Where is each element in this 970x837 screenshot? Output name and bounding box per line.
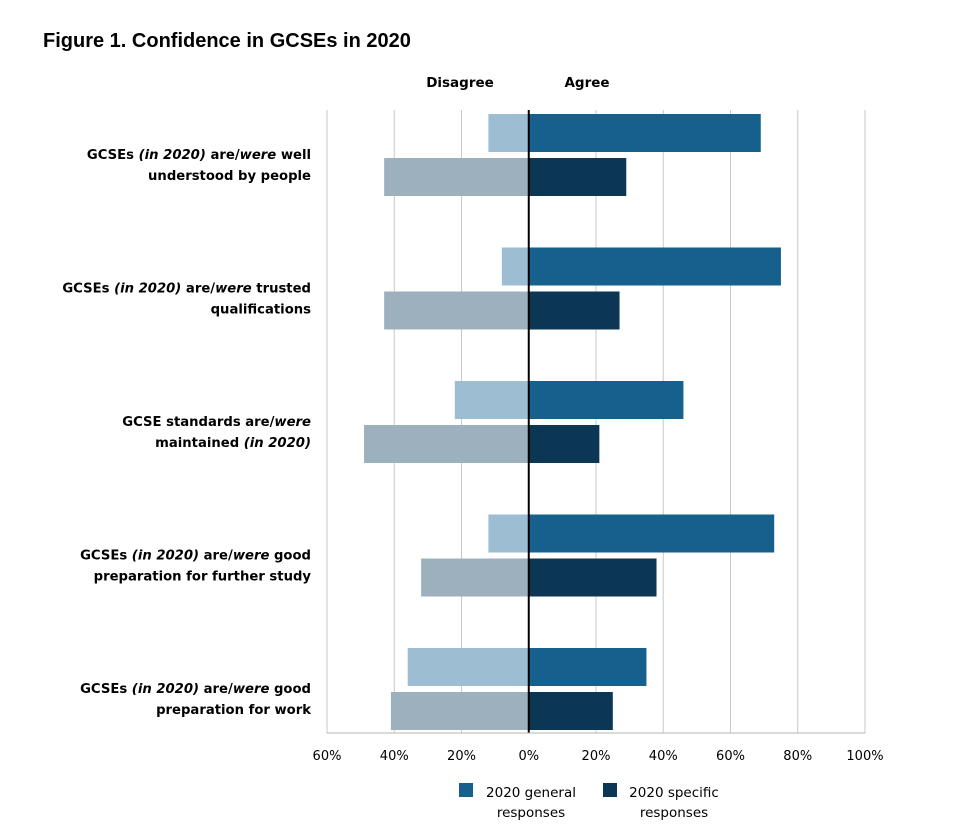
x-tick-label: 40% [649,749,678,764]
category-label-segment: are/ [181,282,215,297]
bar-disagree [488,514,529,553]
category-label-line: GCSEs (in 2020) are/were trusted [62,282,311,297]
bar-disagree [488,114,529,152]
legend-swatch [459,783,473,797]
legend: 2020 general responses 2020 specific respon… [459,783,719,821]
x-tick-label: 40% [380,749,409,764]
category-label-line: preparation for work [156,703,312,718]
category-label-segment: good [269,549,311,564]
category-label-line: GCSEs (in 2020) are/were good [80,682,311,697]
figure-title: Figure 1. Confidence in GCSEs in 2020 [43,30,411,52]
category-label-line: maintained (in 2020) [155,436,311,451]
category-label-segment: well [276,148,311,163]
legend-label: 2020 specific [629,785,719,801]
legend-label: 2020 general [486,785,576,801]
bar-disagree [384,291,529,330]
category-label-segment: were [233,682,270,697]
category-label-line: GCSE standards are/were [122,415,311,430]
category-label-segment: preparation for work [156,703,312,718]
legend-swatch [603,783,617,797]
bar-disagree [384,158,529,196]
bar-agree [528,558,657,597]
category-label-segment: GCSEs [62,282,114,297]
bar-agree [528,648,647,686]
x-tick-label: 20% [447,749,476,764]
bar-agree [528,692,613,730]
category-label-segment: are/ [199,549,233,564]
category-label-segment: were [215,282,252,297]
category-label-segment: (in 2020) [139,148,206,163]
bar-agree [528,158,627,196]
direction-headers: Disagree Agree [426,75,609,91]
x-tick-label: 80% [783,749,812,764]
bar-disagree [454,381,529,419]
category-label-segment: GCSE standards are/ [122,415,274,430]
bar-agree [528,514,775,553]
category-label-line: GCSEs (in 2020) are/were good [80,549,311,564]
gridlines [326,110,866,733]
category-label-line: understood by people [148,169,311,184]
category-label-segment: trusted [252,282,311,297]
x-tick-labels: 60% 40% 20% 0% 20% 40% 60% 80% 100% [313,749,884,764]
legend-label: responses [497,805,565,821]
bar-agree [528,114,761,152]
bar-disagree [363,425,529,463]
category-labels: GCSEs (in 2020) are/were well understood … [62,148,312,718]
axes [327,110,865,734]
x-tick-label: 20% [582,749,611,764]
x-tick-label: 60% [313,749,342,764]
bar-agree [528,425,600,463]
x-tick-label: 100% [846,749,883,764]
bar-agree [528,381,684,419]
category-label-segment: were [233,549,270,564]
category-label-segment: preparation for further study [94,570,312,585]
category-label-segment: (in 2020) [244,436,311,451]
category-label-segment: maintained [155,436,244,451]
category-label-segment: were [274,415,311,430]
agree-header: Agree [564,75,609,91]
category-label-segment: GCSEs [80,549,132,564]
category-label-line: GCSEs (in 2020) are/were well [87,148,311,163]
category-label-segment: understood by people [148,169,311,184]
category-label-segment: are/ [206,148,240,163]
bar-agree [528,291,620,330]
category-label-segment: qualifications [211,303,312,318]
category-label-line: preparation for further study [94,570,312,585]
category-label-segment: good [269,682,311,697]
category-label-segment: (in 2020) [132,682,199,697]
bars [363,114,781,730]
category-label-segment: (in 2020) [132,549,199,564]
bar-disagree [421,558,529,597]
x-tick-label: 60% [716,749,745,764]
bar-disagree [390,692,529,730]
category-label-segment: were [240,148,277,163]
category-label-segment: GCSEs [87,148,139,163]
legend-label: responses [640,805,708,821]
disagree-header: Disagree [426,75,494,91]
category-label-line: qualifications [211,303,312,318]
bar-disagree [501,247,529,286]
category-label-segment: (in 2020) [114,282,181,297]
bar-agree [528,247,781,286]
category-label-segment: are/ [199,682,233,697]
category-label-segment: GCSEs [80,682,132,697]
x-tick-label: 0% [518,749,539,764]
bar-disagree [407,648,529,686]
